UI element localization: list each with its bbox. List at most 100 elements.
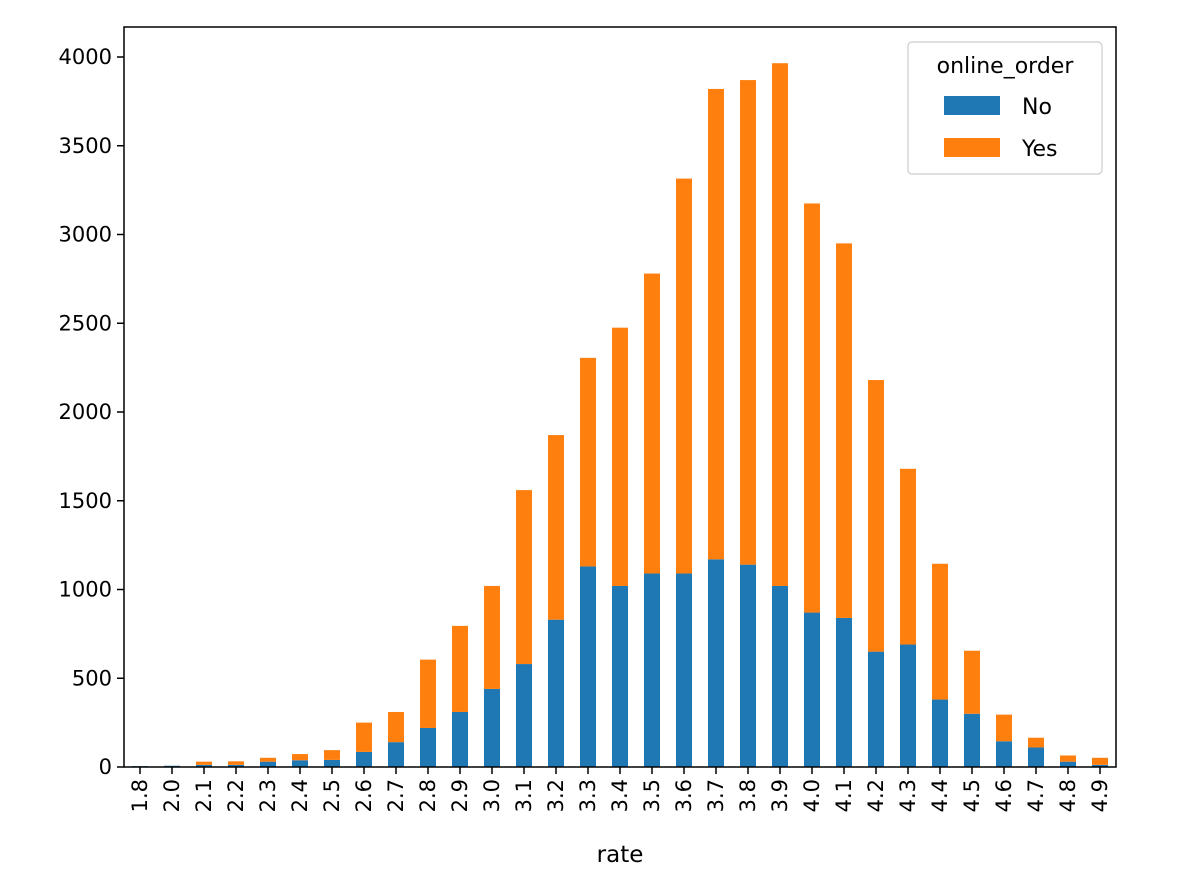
x-tick-label: 4.2: [864, 779, 888, 812]
bar-no-2.2: [228, 764, 244, 767]
bar-no-3.5: [644, 573, 660, 767]
x-tick-label: 3.2: [544, 779, 568, 812]
bar-yes-2.3: [260, 757, 276, 762]
bar-yes-4.0: [804, 203, 820, 613]
x-tick-label: 1.8: [128, 779, 152, 812]
legend-label-yes: Yes: [1021, 137, 1058, 162]
bar-no-2.4: [292, 760, 308, 767]
bar-yes-4.9: [1092, 757, 1108, 765]
x-tick-label: 4.9: [1088, 779, 1112, 812]
x-tick-label: 4.5: [960, 779, 984, 812]
bar-no-3.6: [676, 573, 692, 767]
bar-yes-3.1: [516, 490, 532, 665]
bar-no-3.2: [548, 619, 564, 767]
x-tick-label: 3.5: [640, 779, 664, 812]
x-tick-label: 4.3: [896, 779, 920, 812]
x-tick-label: 2.4: [288, 779, 312, 812]
bar-no-4.9: [1092, 764, 1108, 767]
x-tick-label: 4.7: [1024, 779, 1048, 812]
bar-yes-2.2: [228, 761, 244, 765]
x-tick-label: 2.6: [352, 779, 376, 812]
legend-label-no: No: [1022, 95, 1052, 120]
bar-no-3.4: [612, 585, 628, 767]
y-tick-label: 1500: [59, 489, 112, 513]
x-tick-label: 3.6: [672, 779, 696, 812]
x-tick-label: 3.8: [736, 779, 760, 812]
bar-yes-3.5: [644, 273, 660, 574]
x-tick-label: 4.8: [1056, 779, 1080, 812]
x-tick-label: 3.3: [576, 779, 600, 812]
bar-yes-4.8: [1060, 755, 1076, 762]
x-tick-label: 2.5: [320, 779, 344, 812]
x-tick-label: 3.9: [768, 779, 792, 812]
bar-no-4.5: [964, 713, 980, 767]
bar-yes-3.3: [580, 357, 596, 567]
bar-no-4.8: [1060, 761, 1076, 767]
bar-no-3.1: [516, 664, 532, 767]
x-tick-label: 2.0: [160, 779, 184, 812]
bar-no-3.0: [484, 688, 500, 767]
bar-no-4.2: [868, 651, 884, 767]
x-axis: 1.8 2.0 2.1 2.2 2.3 2.4 2.5 2.6 2.7 2.8 2.9 3.0 3.1 3…: [128, 767, 1112, 812]
legend-title: online_order: [937, 54, 1075, 79]
x-tick-label: 2.9: [448, 779, 472, 812]
y-tick-label: 500: [72, 666, 112, 690]
bar-yes-2.7: [388, 711, 404, 743]
bar-yes-3.7: [708, 88, 724, 560]
bar-yes-2.4: [292, 754, 308, 761]
bar-yes-4.6: [996, 714, 1012, 742]
bar-yes-4.5: [964, 650, 980, 714]
bar-no-4.7: [1028, 747, 1044, 767]
y-tick-label: 2000: [59, 400, 112, 424]
x-tick-label: 4.1: [832, 779, 856, 812]
x-axis-title: rate: [597, 842, 644, 868]
bar-no-3.8: [740, 564, 756, 767]
bar-yes-2.8: [420, 659, 436, 728]
bars-group: [132, 63, 1108, 767]
x-tick-label: 2.3: [256, 779, 280, 812]
bar-no-4.4: [932, 699, 948, 767]
legend: online_order No Yes: [907, 41, 1103, 175]
bar-yes-2.5: [324, 750, 340, 760]
bar-yes-2.1: [196, 761, 212, 765]
x-tick-label: 4.0: [800, 779, 824, 812]
bar-yes-3.8: [740, 80, 756, 565]
bar-no-3.9: [772, 585, 788, 767]
y-tick-label: 0: [99, 755, 112, 779]
x-tick-label: 2.8: [416, 779, 440, 812]
bar-yes-4.3: [900, 468, 916, 645]
bar-no-3.3: [580, 566, 596, 767]
legend-swatch-no: [944, 96, 1000, 115]
x-tick-label: 3.4: [608, 779, 632, 812]
bar-yes-3.6: [676, 178, 692, 574]
x-tick-label: 2.1: [192, 779, 216, 812]
bar-yes-4.4: [932, 563, 948, 700]
bar-no-3.7: [708, 559, 724, 767]
y-tick-label: 4000: [59, 45, 112, 69]
bar-no-2.3: [260, 761, 276, 767]
bar-no-4.1: [836, 617, 852, 767]
bar-no-2.9: [452, 711, 468, 767]
bar-no-2.5: [324, 759, 340, 767]
x-tick-label: 3.0: [480, 779, 504, 812]
bar-yes-4.2: [868, 380, 884, 652]
x-tick-label: 4.4: [928, 779, 952, 812]
x-tick-label: 2.2: [224, 779, 248, 812]
y-tick-label: 3500: [59, 134, 112, 158]
bar-yes-3.0: [484, 585, 500, 689]
x-tick-label: 2.7: [384, 779, 408, 812]
bar-yes-3.2: [548, 435, 564, 620]
bar-no-4.0: [804, 612, 820, 767]
x-tick-label: 3.1: [512, 779, 536, 812]
bar-yes-3.4: [612, 327, 628, 586]
bar-yes-3.9: [772, 63, 788, 586]
y-tick-label: 2500: [59, 311, 112, 335]
bar-yes-2.9: [452, 625, 468, 712]
y-tick-label: 3000: [59, 223, 112, 247]
bar-no-2.6: [356, 751, 372, 767]
bar-no-4.3: [900, 644, 916, 767]
bar-yes-2.6: [356, 722, 372, 752]
bar-yes-4.1: [836, 243, 852, 618]
bar-no-2.1: [196, 764, 212, 767]
